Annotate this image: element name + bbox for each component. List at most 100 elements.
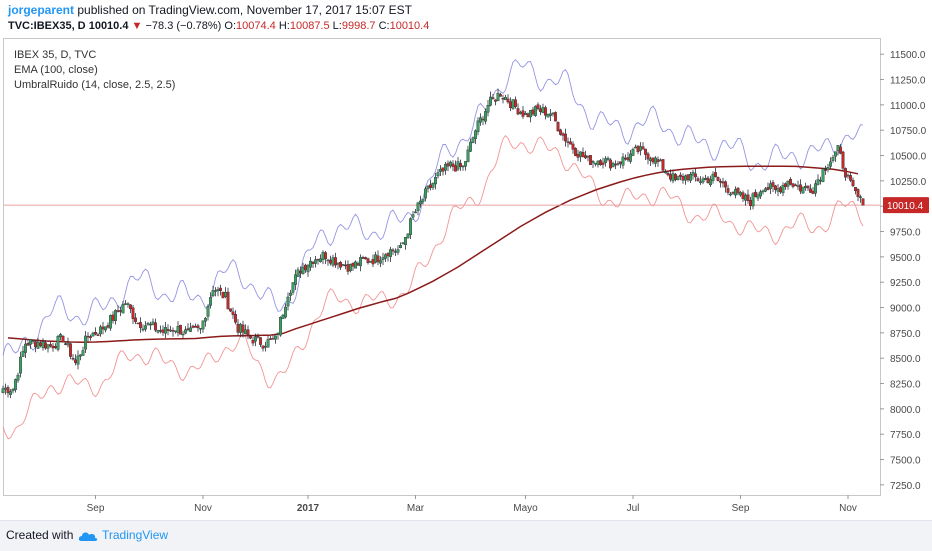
y-tick-label: 11000.0 xyxy=(890,101,926,112)
candle-body xyxy=(704,178,707,180)
candle-body xyxy=(199,328,202,330)
author-link[interactable]: jorgeparent xyxy=(8,3,75,17)
candle-body xyxy=(734,189,737,196)
tradingview-link[interactable]: TradingView xyxy=(102,528,169,542)
candle-body xyxy=(801,186,805,194)
candle-body xyxy=(206,306,210,317)
publish-line: jorgeparent published on TradingView.com… xyxy=(8,3,412,17)
candle-body xyxy=(491,97,495,99)
open-label: O: xyxy=(224,20,237,32)
upper-band-line xyxy=(2,59,864,356)
candle-body xyxy=(819,179,822,182)
candle-body xyxy=(751,193,755,207)
candle-body xyxy=(501,97,505,100)
candle-body xyxy=(821,168,825,182)
candle-body xyxy=(726,188,730,193)
candle-body xyxy=(624,157,627,160)
candle-body xyxy=(279,317,282,336)
candle-body xyxy=(134,317,137,322)
candle-body xyxy=(66,342,70,346)
candle-body xyxy=(626,157,630,161)
y-tick-label: 11250.0 xyxy=(890,76,926,87)
legend-symbol[interactable]: IBEX 35, D, TVC xyxy=(14,49,97,61)
candle-body xyxy=(729,193,732,196)
legend-ema[interactable]: EMA (100, close) xyxy=(14,64,98,76)
candle-body xyxy=(359,257,362,267)
candle-body xyxy=(89,336,92,338)
candle-body xyxy=(349,263,352,271)
y-tick-label: 8000.0 xyxy=(890,405,921,416)
candle-body xyxy=(441,167,445,172)
candle-body xyxy=(514,99,517,107)
x-tick-label: Nov xyxy=(194,503,212,514)
candle-body xyxy=(76,355,80,365)
high-label: H: xyxy=(278,20,290,32)
candle-body xyxy=(16,374,20,381)
candle-body xyxy=(251,340,255,344)
tradingview-cloud-icon[interactable] xyxy=(78,530,98,542)
candle-body xyxy=(406,233,410,239)
candle-body xyxy=(211,290,215,297)
candle-body xyxy=(774,185,777,190)
candle-body xyxy=(246,329,250,336)
chart-canvas[interactable]: 7250.0 7500.0 7750.0 8000.0 8250.0 8500.0 8750… xyxy=(0,0,932,520)
chart-pane[interactable] xyxy=(3,38,881,496)
candle-body xyxy=(584,155,587,159)
candle-body xyxy=(804,185,807,188)
candle-body xyxy=(719,180,722,183)
candle-body xyxy=(316,259,320,261)
candle-body xyxy=(139,322,142,329)
open-value: 10074.4 xyxy=(236,20,276,32)
candle-body xyxy=(109,315,112,329)
legend-umbral[interactable]: UmbralRuido (14, close, 2.5, 2.5) xyxy=(14,79,176,91)
candle-body xyxy=(369,261,372,263)
candle-body xyxy=(776,188,780,192)
candle-body xyxy=(156,329,160,333)
candle-body xyxy=(516,108,520,115)
candle-body xyxy=(341,264,345,266)
candle-body xyxy=(106,325,110,328)
quote-line: TVC:IBEX35, D 10010.4 ▼ −78.3 (−0.78%) O… xyxy=(8,20,429,32)
candle-body xyxy=(101,326,105,330)
candle-body xyxy=(686,174,690,181)
candle-body xyxy=(181,333,185,336)
candle-body xyxy=(174,330,177,332)
candle-body xyxy=(809,188,812,193)
candle-body xyxy=(304,264,307,271)
candle-body xyxy=(754,191,757,197)
candle-body xyxy=(499,94,502,97)
candle-body xyxy=(301,266,305,275)
candle-body xyxy=(296,269,300,277)
candle-body xyxy=(706,177,710,184)
candle-body xyxy=(176,326,180,333)
candle-body xyxy=(489,96,492,106)
x-tick-label: Sep xyxy=(732,503,750,514)
candle-body xyxy=(684,175,687,181)
symbol-label[interactable]: TVC:IBEX35, D xyxy=(8,20,86,32)
candle-body xyxy=(219,287,222,291)
x-tick-label: 2017 xyxy=(297,503,320,514)
candle-body xyxy=(796,185,800,187)
candle-body xyxy=(724,181,727,188)
candle-body xyxy=(391,249,395,252)
candle-body xyxy=(634,146,637,149)
candle-body xyxy=(1,388,5,393)
low-value: 9998.7 xyxy=(341,20,376,32)
candle-body xyxy=(386,253,390,257)
candle-body xyxy=(129,304,132,310)
x-tick-label: Mayo xyxy=(513,503,538,514)
candle-body xyxy=(846,174,850,177)
candle-body xyxy=(511,99,515,109)
candle-body xyxy=(471,137,475,143)
candle-body xyxy=(191,325,195,328)
candle-body xyxy=(4,387,7,390)
candle-body xyxy=(464,161,467,167)
candle-body xyxy=(404,237,407,245)
candle-body xyxy=(86,335,90,338)
candle-body xyxy=(104,326,107,331)
candle-body xyxy=(644,148,647,155)
candle-body xyxy=(576,153,580,158)
candle-body xyxy=(616,163,620,165)
y-tick-label: 7250.0 xyxy=(890,481,921,492)
candle-body xyxy=(416,202,420,212)
